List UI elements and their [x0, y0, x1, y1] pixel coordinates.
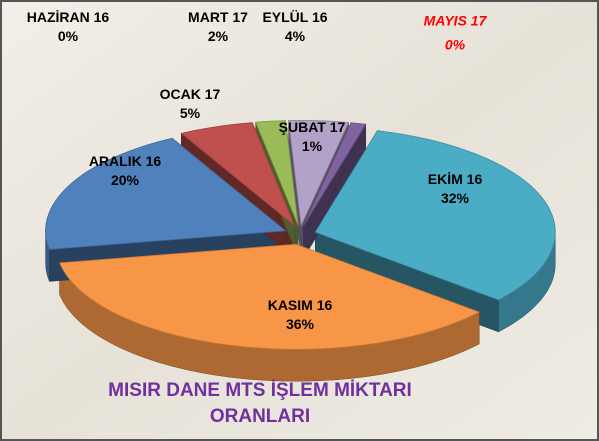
category-label: ARALIK 16	[89, 153, 162, 169]
category-label: OCAK 17	[160, 86, 221, 102]
value-label: 1%	[302, 138, 323, 154]
chart-title: MISIR DANE MTS İŞLEM MİKTARI ORANLARI	[108, 380, 412, 427]
value-label: 4%	[285, 28, 306, 44]
slice	[303, 122, 367, 226]
slice	[180, 122, 296, 227]
category-label: MART 17	[188, 9, 248, 25]
value-label: 0%	[445, 37, 466, 53]
value-label: 20%	[111, 172, 140, 188]
slice	[59, 243, 481, 350]
value-label: 32%	[441, 190, 470, 206]
category-label: KASIM 16	[268, 297, 333, 313]
value-label: 2%	[208, 28, 229, 44]
category-label: MAYIS 17	[424, 13, 488, 29]
slice	[255, 120, 299, 226]
category-label: EKİM 16	[428, 171, 483, 187]
slice	[314, 130, 556, 301]
category-label: HAZİRAN 16	[27, 9, 110, 25]
value-label: 0%	[58, 28, 79, 44]
value-label: 36%	[286, 316, 315, 332]
slice	[288, 120, 350, 227]
value-label: 5%	[180, 105, 201, 121]
slice	[45, 137, 287, 250]
category-label: EYLÜL 16	[262, 9, 327, 25]
category-label: ŞUBAT 17	[279, 119, 346, 135]
